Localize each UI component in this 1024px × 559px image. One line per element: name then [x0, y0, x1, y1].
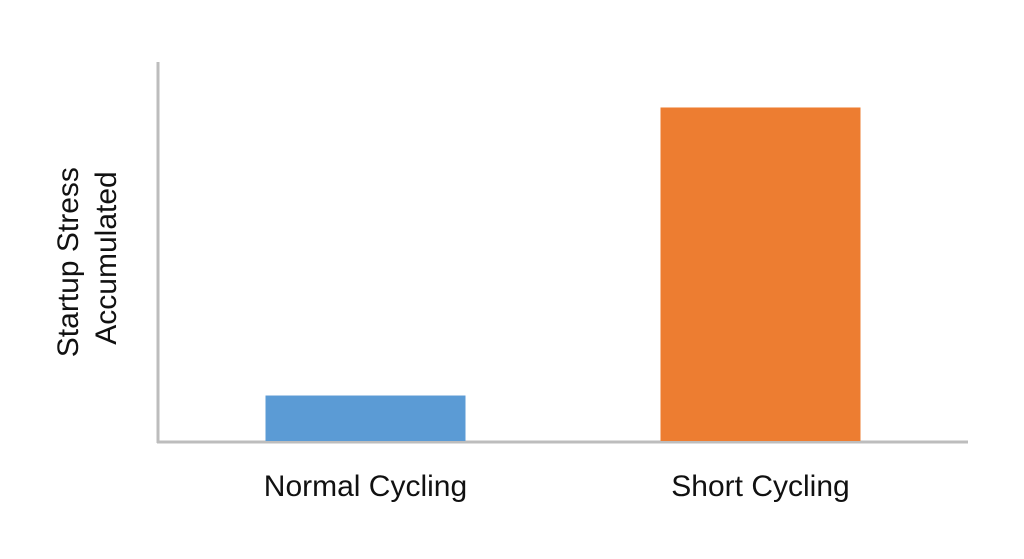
- bar: [265, 395, 466, 441]
- y-axis-label-line: Accumulated: [90, 171, 123, 344]
- y-axis-label-line: Startup Stress: [52, 167, 85, 357]
- y-axis-label: Startup Stress Accumulated: [52, 159, 123, 357]
- x-tick-label: Short Cycling: [671, 470, 849, 503]
- x-tick-label: Normal Cycling: [264, 470, 467, 503]
- bar: [660, 107, 861, 441]
